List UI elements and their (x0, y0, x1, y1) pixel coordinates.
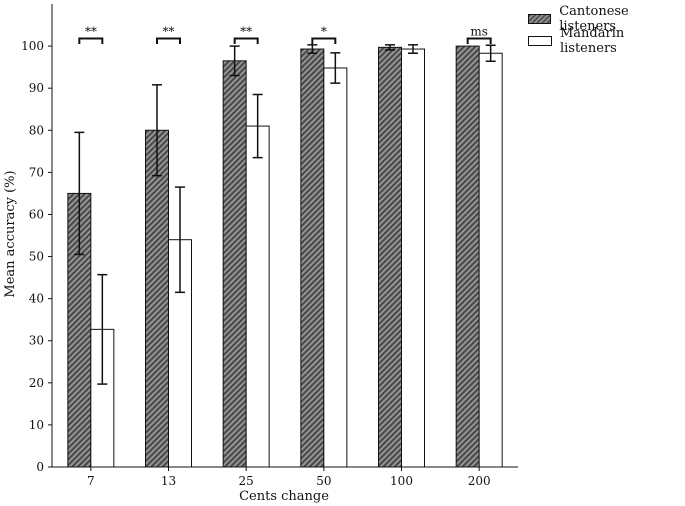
bar-mandarin (323, 67, 348, 468)
bar-mandarin (401, 48, 425, 468)
y-tick-label: 80 (29, 123, 44, 137)
y-tick-label: 70 (29, 165, 44, 179)
significance-label: * (321, 25, 327, 39)
x-tick-label: 100 (390, 474, 413, 488)
legend: Cantonese listeners Mandarin listeners (528, 4, 685, 56)
y-tick-label: 60 (29, 207, 44, 221)
legend-item-mandarin: Mandarin listeners (528, 26, 685, 56)
y-tick-label: 100 (21, 39, 44, 53)
y-tick-label: 20 (29, 376, 44, 390)
bar-cantonese (145, 129, 169, 468)
x-tick-label: 13 (161, 474, 176, 488)
legend-item-cantonese: Cantonese listeners (528, 4, 685, 34)
bar-mandarin (478, 52, 503, 468)
significance-label: ** (163, 25, 175, 39)
significance-bracket (466, 37, 492, 44)
y-tick-label: 50 (29, 250, 44, 264)
x-tick-label: 200 (468, 474, 491, 488)
error-bars (74, 44, 496, 385)
legend-label-cantonese: Cantonese listeners (559, 4, 629, 34)
bar-mandarin (245, 125, 270, 468)
significance-label: ** (85, 25, 97, 39)
significance-markers: ** ** ** * ms (78, 25, 492, 44)
significance-bracket (78, 37, 104, 44)
significance-bracket (311, 37, 337, 44)
bar-cantonese (455, 45, 480, 468)
x-axis-label: Cents change (239, 489, 329, 504)
bar-cantonese (222, 60, 247, 468)
legend-label-mandarin: Mandarin listeners (559, 26, 625, 56)
legend-swatch-cantonese (528, 14, 552, 24)
x-tick-label: 25 (239, 474, 254, 488)
x-tick-label: 50 (316, 474, 331, 488)
bar-cantonese (300, 48, 325, 468)
significance-label: ms (470, 25, 488, 39)
bars (67, 45, 503, 468)
y-tick-label: 30 (29, 334, 44, 348)
y-tick-label: 90 (29, 81, 44, 95)
x-tick-label: 7 (87, 474, 95, 488)
axes: 0 10 20 30 40 50 60 70 80 90 100 7 13 25 50 100 200 (21, 4, 518, 488)
y-axis-label: Mean accuracy (%) (3, 170, 18, 297)
bar-cantonese (378, 46, 402, 468)
significance-label: ** (240, 25, 252, 39)
significance-bracket (156, 37, 181, 44)
y-tick-label: 40 (29, 292, 44, 306)
y-tick-label: 10 (29, 418, 44, 432)
y-tick-label: 0 (36, 460, 44, 474)
significance-bracket (233, 37, 259, 44)
legend-swatch-mandarin (528, 36, 552, 46)
